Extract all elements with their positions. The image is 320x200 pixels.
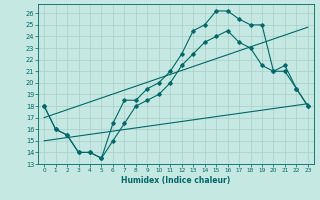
X-axis label: Humidex (Indice chaleur): Humidex (Indice chaleur) xyxy=(121,176,231,185)
